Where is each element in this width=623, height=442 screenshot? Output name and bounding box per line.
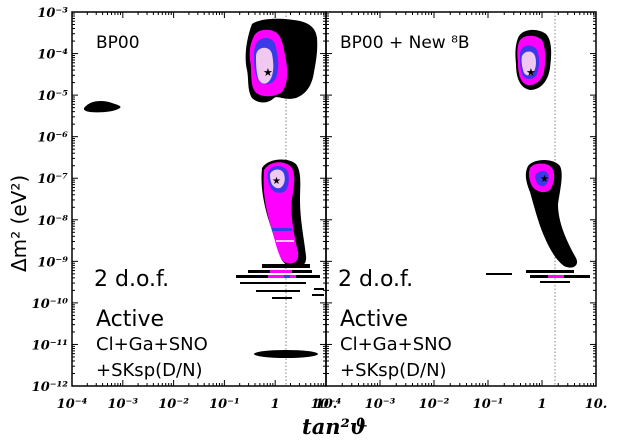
right-panel-title: BP00 + New ⁸B — [340, 33, 470, 53]
left-band-3b — [268, 275, 296, 278]
left-panel-title: BP00 — [96, 33, 140, 53]
left-band-2b — [270, 270, 292, 273]
left-band-3c — [284, 275, 290, 278]
left-low-core-region — [270, 169, 285, 189]
y-axis-label: Δm² (eV²) — [7, 175, 31, 272]
left-band-7 — [314, 288, 324, 290]
x-tick-label: 10⁻⁴ — [57, 397, 88, 412]
x-tick-label: 1 — [271, 397, 280, 412]
right-panel-frame — [325, 11, 597, 387]
left-vacuum-island — [83, 101, 121, 113]
right-dof-label: 2 d.o.f. — [338, 267, 413, 292]
right-low-inner-region — [535, 171, 549, 187]
right-band-2 — [526, 270, 574, 273]
axis-ticks — [71, 11, 597, 387]
left-low-streak-1 — [272, 228, 292, 231]
x-tick-label: 1 — [537, 397, 546, 412]
left-low-streak-2 — [276, 240, 294, 242]
x-tick-label: 10⁻¹ — [473, 397, 504, 412]
left-band-1 — [262, 264, 310, 268]
x-tick-label: 10⁻⁴ — [311, 397, 342, 412]
y-tick-label: 10⁻¹⁰ — [32, 297, 69, 312]
right-data-label-2: +SKsp(D/N) — [340, 360, 447, 381]
x-tick-label: 10. — [585, 397, 608, 412]
left-band-4 — [240, 282, 306, 284]
left-data-label-2: +SKsp(D/N) — [96, 360, 203, 381]
x-tick-label: 10⁻² — [419, 397, 450, 412]
left-mode-label: Active — [96, 307, 164, 332]
left-dof-label: 2 d.o.f. — [94, 267, 169, 292]
y-tick-label: 10⁻⁶ — [37, 131, 68, 146]
y-tick-label: 10⁻⁸ — [37, 214, 68, 229]
y-tick-label: 10⁻¹¹ — [32, 338, 68, 353]
right-band-4 — [540, 281, 570, 283]
right-band-3b — [548, 275, 564, 278]
y-tick-label: 10⁻⁴ — [37, 48, 68, 63]
left-band-5 — [256, 290, 300, 292]
left-band-8 — [312, 294, 324, 296]
right-lma-core-region — [521, 51, 536, 76]
left-small-mixing-region — [254, 350, 318, 358]
right-low-best-fit-star: ★ — [540, 174, 549, 185]
left-data-label-1: Cl+Ga+SNO — [96, 334, 208, 355]
x-tick-label: 10⁻¹ — [209, 397, 240, 412]
x-tick-label: 10⁻³ — [107, 397, 138, 412]
y-tick-labels: 10⁻³ 10⁻⁴ 10⁻⁵ 10⁻⁶ 10⁻⁷ 10⁻⁸ 10⁻⁹ 10⁻¹⁰ 10⁻¹¹ 10… — [32, 6, 69, 395]
x-tick-label: 10. — [315, 397, 338, 412]
left-lma-core-region — [256, 47, 274, 84]
left-low-best-fit-star: ★ — [272, 176, 281, 187]
left-panel-regions: ★ ★ — [83, 18, 324, 358]
left-band-6 — [272, 297, 292, 299]
x-tick-labels: 10⁻⁴ 10⁻³ 10⁻² 10⁻¹ 1 10⁻⁴ 10⁻³ 10⁻² 10⁻¹ 1 10. 10. — [57, 397, 608, 412]
right-band-1 — [486, 273, 512, 275]
y-tick-label: 10⁻⁵ — [37, 89, 68, 104]
right-mode-label: Active — [340, 307, 408, 332]
left-lma-best-fit-star: ★ — [263, 66, 273, 79]
y-tick-label: 10⁻³ — [37, 6, 68, 21]
x-tick-label: 10⁻³ — [365, 397, 396, 412]
right-data-label-1: Cl+Ga+SNO — [340, 334, 452, 355]
right-panel-regions: ★ ★ — [486, 29, 590, 283]
right-lma-best-fit-star: ★ — [526, 66, 536, 79]
y-tick-label: 10⁻⁹ — [37, 255, 68, 270]
y-tick-label: 10⁻¹² — [32, 380, 69, 395]
x-tick-label: 10⁻² — [158, 397, 189, 412]
y-tick-label: 10⁻⁷ — [37, 172, 68, 187]
x-axis-label: tan²ϑ — [302, 414, 368, 439]
